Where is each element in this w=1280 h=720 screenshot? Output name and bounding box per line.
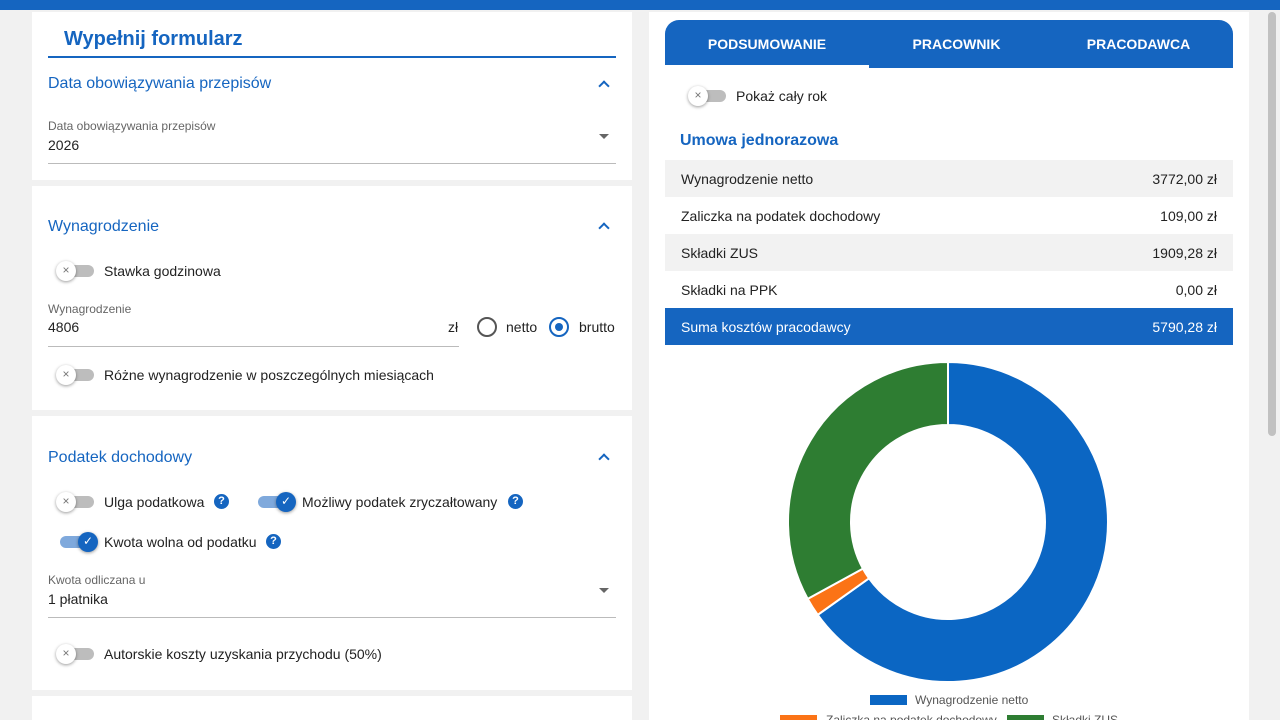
donut-slice: [816, 360, 1109, 683]
section-title[interactable]: Wynagrodzenie: [48, 218, 160, 235]
radio-selected[interactable]: [549, 317, 569, 337]
radio-label: brutto: [579, 319, 615, 335]
tab[interactable]: PRACODAWCA: [1086, 36, 1191, 52]
collapse-icon[interactable]: [598, 222, 610, 234]
form-title: Wypełnij formularz: [64, 28, 243, 50]
field-line: [48, 163, 616, 164]
toggle-label: Różne wynagrodzenie w poszczególnych mie…: [104, 367, 434, 383]
section-card: Podatek dochodowy Ulga podatkowa ? Możli…: [32, 416, 632, 690]
summary-row: Wynagrodzenie netto 3772,00 zł: [665, 160, 1233, 197]
unit: zł: [448, 319, 459, 335]
toggle-label: Stawka godzinowa: [104, 263, 221, 279]
row-label: Składki ZUS: [681, 245, 759, 261]
help-icon[interactable]: ?: [266, 534, 281, 549]
section-card: [32, 696, 632, 720]
toggle-label: Kwota wolna od podatku: [104, 534, 257, 550]
field-value[interactable]: 4806: [48, 319, 80, 335]
row-label: Składki na PPK: [681, 282, 778, 298]
tab-bar: [665, 20, 1233, 68]
scrollbar[interactable]: [1268, 12, 1276, 436]
radio[interactable]: [477, 317, 497, 337]
section-card: Wynagrodzenie Stawka godzinowa Wynagrodz…: [32, 186, 632, 410]
row-value: 0,00 zł: [1175, 282, 1217, 298]
field-label: Kwota odliczana u: [48, 573, 146, 587]
toggle[interactable]: [688, 86, 726, 106]
row-label: Wynagrodzenie netto: [681, 171, 814, 187]
field-value[interactable]: 2026: [48, 137, 80, 153]
field-value[interactable]: 1 płatnika: [48, 591, 108, 607]
toggle[interactable]: [258, 492, 296, 512]
tab[interactable]: PRACOWNIK: [912, 36, 1001, 52]
row-value: 1909,28 zł: [1152, 245, 1217, 261]
field-label: Wynagrodzenie: [48, 302, 132, 316]
field-line: [48, 346, 459, 347]
field-label: Data obowiązywania przepisów: [48, 119, 216, 133]
tab-active[interactable]: PODSUMOWANIE: [707, 36, 827, 52]
toggle-label: Możliwy podatek zryczałtowany: [302, 494, 498, 510]
toggle-label: Pokaż cały rok: [736, 88, 828, 104]
legend-swatch: [870, 695, 907, 705]
dropdown-arrow[interactable]: [599, 134, 609, 139]
section-heading: Umowa jednorazowa: [680, 132, 839, 149]
row-label: Suma kosztów pracodawcy: [681, 319, 851, 335]
field-line: [48, 617, 616, 618]
title-underline: [48, 56, 616, 58]
collapse-icon[interactable]: [598, 453, 610, 465]
toggle[interactable]: [56, 261, 94, 281]
help-icon[interactable]: ?: [508, 494, 523, 509]
toggle[interactable]: [56, 365, 94, 385]
legend-swatch: [1007, 715, 1044, 720]
legend-swatch: [780, 715, 817, 720]
tab-indicator: [665, 65, 869, 68]
section-title[interactable]: Podatek dochodowy: [48, 449, 193, 466]
row-value: 109,00 zł: [1160, 208, 1217, 224]
donut-chart: Wynagrodzenie netto Zaliczka na podatek d…: [780, 360, 1118, 720]
toggle[interactable]: [56, 492, 94, 512]
collapse-icon[interactable]: [598, 80, 610, 92]
help-icon[interactable]: ?: [214, 494, 229, 509]
toggle[interactable]: [56, 644, 94, 664]
summary-row: Składki ZUS 1909,28 zł: [665, 234, 1233, 271]
donut-slice: [787, 360, 949, 601]
legend-label: Składki ZUS: [1052, 713, 1118, 720]
row-label: Zaliczka na podatek dochodowy: [681, 208, 881, 224]
radio-label: netto: [506, 319, 538, 335]
summary-row: Składki na PPK 0,00 zł: [665, 271, 1233, 308]
total-row: Suma kosztów pracodawcy 5790,28 zł: [665, 308, 1233, 345]
legend-label: Zaliczka na podatek dochodowy: [826, 713, 997, 720]
row-value: 5790,28 zł: [1152, 319, 1217, 335]
section-card: Wypełnij formularz Data obowiązywania pr…: [32, 12, 632, 180]
toggle-label: Autorskie koszty uzyskania przychodu (50…: [104, 646, 382, 662]
toggle-label: Ulga podatkowa: [104, 494, 205, 510]
toggle[interactable]: [60, 532, 98, 552]
dropdown-arrow[interactable]: [599, 588, 609, 593]
top-bar: [0, 0, 1280, 10]
summary-row: Zaliczka na podatek dochodowy 109,00 zł: [665, 197, 1233, 234]
section-title[interactable]: Data obowiązywania przepisów: [48, 75, 272, 92]
legend-label: Wynagrodzenie netto: [915, 693, 1029, 707]
row-value: 3772,00 zł: [1152, 171, 1217, 187]
